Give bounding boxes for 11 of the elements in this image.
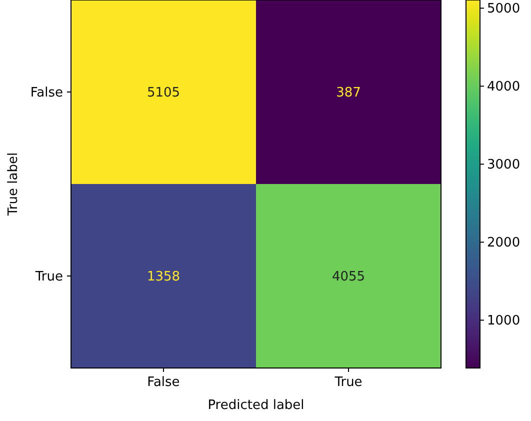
data-label: 387 [336, 86, 361, 101]
x-axis-title: Predicted label [208, 398, 304, 413]
y-axis-title: True label [6, 152, 21, 217]
data-label: 4055 [332, 270, 366, 285]
color-bar-label: 3000 [487, 158, 520, 173]
color-bar-label: 4000 [487, 80, 520, 95]
color-bar-label: 5000 [487, 2, 520, 17]
data-label: 5105 [146, 86, 180, 101]
color-bar-label: 1000 [487, 314, 520, 329]
data-label: 1358 [146, 270, 180, 285]
color-bar-label: 2000 [487, 236, 520, 251]
